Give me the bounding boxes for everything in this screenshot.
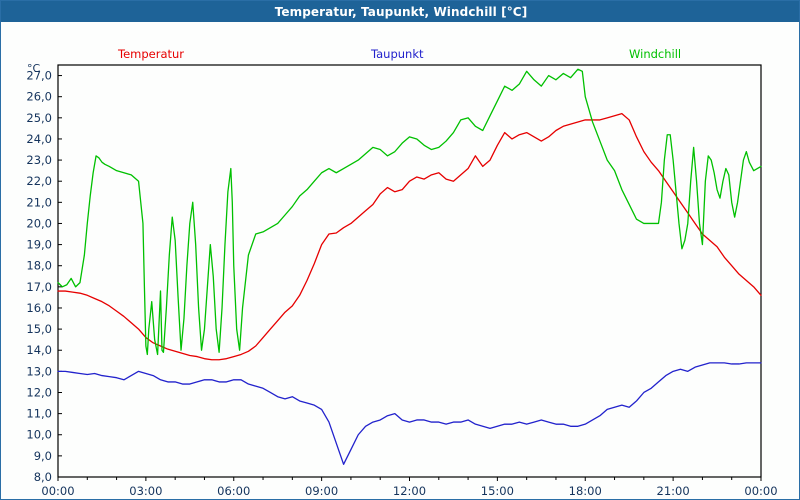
chart-container: Temperatur Taupunkt Windchill °C 27,0 26,… [1,22,799,499]
x-axis-time-label: 12:00 [393,484,426,498]
y-axis-tick-label: 14,0 [26,343,52,357]
y-axis-tick-label: 9,0 [34,449,52,463]
y-axis-tick-label: 18,0 [26,259,52,273]
x-axis-time-label: 00:00 [744,484,777,498]
y-axis-tick-label: 11,0 [26,407,52,421]
legend-item-temperatur: Temperatur [118,47,185,61]
y-axis-labels: 27,0 26,0 25,0 24,0 23,0 22,0 21,0 20,0 19,0 18,0… [26,69,62,484]
x-axis-time-label: 06:00 [217,484,250,498]
x-axis-time-label: 15:00 [481,484,514,498]
y-axis-tick-label: 15,0 [26,322,52,336]
series-line-windchill [57,68,762,356]
x-axis-time-label: 18:00 [569,484,602,498]
y-axis-tick-label: 13,0 [26,364,52,378]
chart-plot: 27,0 26,0 25,0 24,0 23,0 22,0 21,0 20,0 19,0 18,0… [26,64,778,498]
y-axis-tick-label: 16,0 [26,301,52,315]
y-axis-tick-label: 26,0 [26,90,52,104]
x-axis-time-label: 03:00 [129,484,162,498]
y-axis-tick-label: 17,0 [26,280,52,294]
y-axis-tick-label: 23,0 [26,153,52,167]
y-axis-tick-label: 24,0 [26,132,52,146]
x-axis-time-label: 21:00 [657,484,690,498]
y-axis-tick-label: 12,0 [26,385,52,399]
window-title-bar: Temperatur, Taupunkt, Windchill [°C] [1,1,799,22]
series-line-temperatur [57,112,762,361]
x-axis-time-label: 09:00 [305,484,338,498]
data-series [57,68,762,465]
legend-item-taupunkt: Taupunkt [371,47,424,61]
y-axis-tick-label: 25,0 [26,111,52,125]
y-axis-tick-label: 19,0 [26,238,52,252]
window-title: Temperatur, Taupunkt, Windchill [°C] [274,4,528,19]
y-axis-tick-label: 21,0 [26,195,52,209]
y-axis-tick-label: 27,0 [26,69,52,83]
y-axis-unit-label: °C [27,62,41,75]
series-line-taupunkt [57,362,762,465]
legend-item-windchill: Windchill [629,47,682,61]
x-axis-time-label: 00:00 [41,484,74,498]
y-axis-tick-label: 22,0 [26,174,52,188]
y-axis-tick-label: 20,0 [26,216,52,230]
y-axis-tick-label: 10,0 [26,428,52,442]
plot-area-frame [57,64,762,478]
y-axis-tick-label: 8,0 [34,470,52,484]
x-axis-labels: 00:0025.06.2103:0025.06.2106:0025.06.210… [41,477,778,498]
